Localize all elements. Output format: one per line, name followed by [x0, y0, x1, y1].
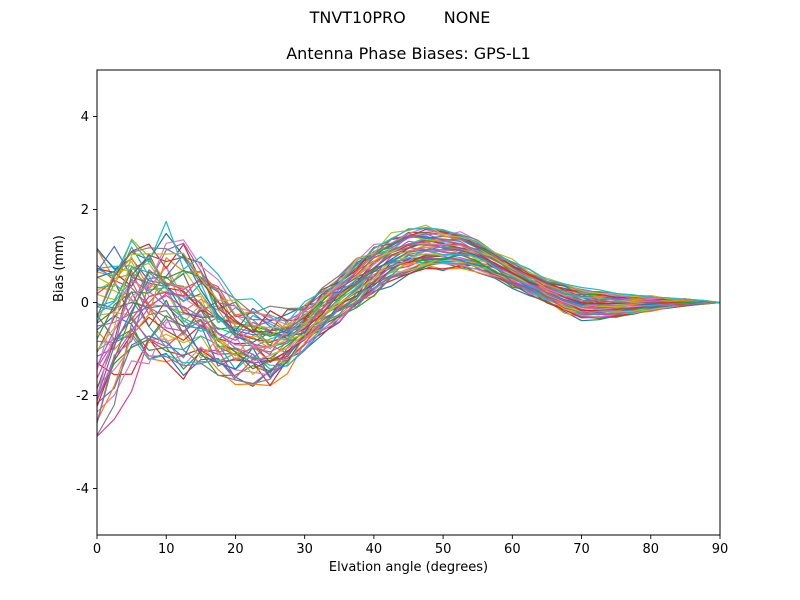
bias-curve [96, 258, 721, 367]
x-tick-label: 40 [366, 542, 383, 557]
x-tick-label: 90 [712, 542, 729, 557]
x-tick-label: 30 [296, 542, 313, 557]
y-tick-label: -4 [76, 482, 89, 497]
y-tick-label: -2 [76, 389, 89, 404]
bias-curve [96, 246, 721, 357]
axes-title: Antenna Phase Biases: GPS-L1 [286, 44, 531, 63]
y-tick-label: 0 [81, 296, 89, 311]
bias-curve [96, 257, 721, 437]
x-tick-label: 60 [504, 542, 521, 557]
x-tick-label: 50 [435, 542, 452, 557]
x-tick-label: 70 [573, 542, 590, 557]
x-tick-label: 0 [93, 542, 101, 557]
bias-curve [96, 254, 721, 369]
suptitle-left-text: TNVT10PRO [309, 8, 406, 27]
bias-curve [96, 264, 721, 387]
x-tick-label: 20 [227, 542, 244, 557]
bias-curve [96, 220, 721, 323]
bias-curve [96, 253, 721, 407]
bias-curve [96, 255, 721, 404]
y-tick-label: 4 [81, 110, 89, 125]
figure-suptitle: TNVT10PRO NONE [0, 8, 800, 28]
suptitle-right-text: NONE [443, 8, 491, 27]
bias-curve [96, 249, 720, 348]
x-tick-label: 10 [158, 542, 175, 557]
x-axis-label: Elvation angle (degrees) [328, 560, 489, 575]
bias-curve [96, 237, 721, 436]
bias-curve [96, 227, 721, 398]
bias-curve [96, 257, 720, 379]
y-tick-label: 2 [81, 203, 89, 218]
x-tick-label: 80 [643, 542, 660, 557]
